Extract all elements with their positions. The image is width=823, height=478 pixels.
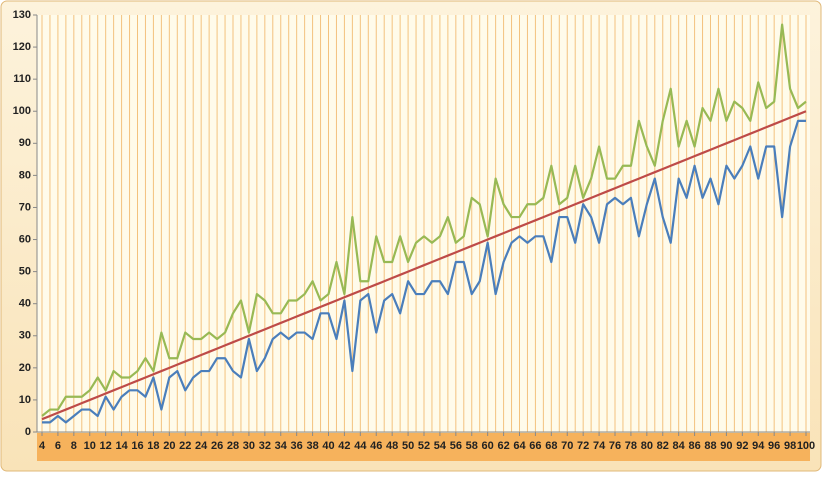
x-axis-band [37, 433, 810, 461]
x-tick-label: 96 [768, 440, 780, 452]
x-tick-label: 70 [561, 440, 573, 452]
x-tick-label: 8 [71, 440, 77, 452]
x-tick-label: 6 [55, 440, 61, 452]
x-tick-label: 32 [259, 440, 271, 452]
x-tick-label: 62 [497, 440, 509, 452]
x-tick-label: 82 [657, 440, 669, 452]
y-tick-label: 130 [13, 9, 31, 21]
x-tick-label: 78 [625, 440, 637, 452]
x-tick-label: 34 [275, 440, 288, 452]
x-tick-label: 48 [386, 440, 398, 452]
x-tick-label: 38 [306, 440, 318, 452]
x-tick-label: 22 [179, 440, 191, 452]
x-tick-label: 60 [482, 440, 494, 452]
series-line [41, 110, 807, 421]
y-tick-label: 10 [19, 394, 31, 406]
x-tick-label: 72 [577, 440, 589, 452]
x-tick-label: 58 [466, 440, 478, 452]
x-tick-label: 86 [688, 440, 700, 452]
x-tick-label: 66 [529, 440, 541, 452]
series-line [41, 23, 807, 417]
x-tick-label: 88 [704, 440, 716, 452]
x-tick-label: 10 [84, 440, 96, 452]
x-tick-label: 40 [322, 440, 334, 452]
x-tick-label: 20 [163, 440, 175, 452]
x-tick-label: 18 [147, 440, 159, 452]
y-tick-label: 100 [13, 105, 31, 117]
x-tick-label: 12 [100, 440, 112, 452]
x-tick-label: 16 [131, 440, 143, 452]
x-tick-label: 50 [402, 440, 414, 452]
x-tick-label: 42 [338, 440, 350, 452]
x-tick-label: 44 [354, 440, 367, 452]
x-tick-label: 46 [370, 440, 382, 452]
x-tick-label: 84 [673, 440, 686, 452]
y-tick-label: 110 [13, 73, 31, 85]
y-tick-label: 40 [19, 298, 31, 310]
series-line [42, 119, 806, 424]
x-tick-label: 56 [450, 440, 462, 452]
x-tick-label: 30 [243, 440, 255, 452]
x-tick-label: 98 [784, 440, 796, 452]
x-tick-label: 24 [195, 440, 208, 452]
x-tick-label: 76 [609, 440, 621, 452]
x-tick-label: 28 [227, 440, 239, 452]
x-tick-label: 64 [513, 440, 526, 452]
x-tick-label: 94 [752, 440, 765, 452]
x-tick-label: 68 [545, 440, 557, 452]
x-tick-label: 92 [736, 440, 748, 452]
x-tick-label: 54 [434, 440, 447, 452]
x-tick-label: 36 [291, 440, 303, 452]
x-tick-label: 80 [641, 440, 653, 452]
x-tick-label: 100 [797, 440, 815, 452]
y-tick-label: 20 [19, 362, 31, 374]
y-tick-label: 90 [19, 137, 31, 149]
y-tick-label: 30 [19, 330, 31, 342]
y-tick-label: 50 [19, 266, 31, 278]
x-tick-label: 14 [115, 440, 128, 452]
y-tick-label: 80 [19, 169, 31, 181]
x-tick-label: 52 [418, 440, 430, 452]
x-tick-label: 4 [39, 440, 46, 452]
x-tick-label: 74 [593, 440, 606, 452]
y-tick-label: 120 [13, 41, 31, 53]
y-tick-label: 70 [19, 201, 31, 213]
y-tick-label: 0 [25, 426, 31, 438]
x-tick-label: 26 [211, 440, 223, 452]
x-tick-label: 90 [720, 440, 732, 452]
y-tick-label: 60 [19, 233, 31, 245]
